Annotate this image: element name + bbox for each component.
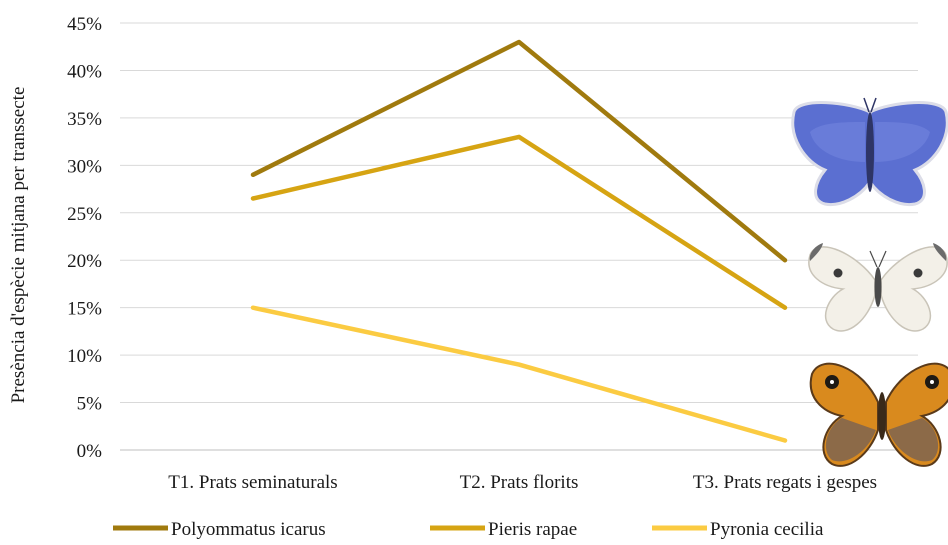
y-axis-label: Presència d'espècie mitjana per transsec… (8, 87, 29, 404)
y-tick-label: 20% (67, 251, 102, 272)
legend: Polyommatus icarus Pieris rapae Pyronia ce… (113, 519, 824, 540)
y-tick-label: 35% (67, 109, 102, 130)
y-tick-label: 30% (67, 156, 102, 177)
y-axis-ticks: 0% 5% 10% 15% 20% 25% 30% 35% 40% 45% (67, 14, 102, 462)
gatekeeper-butterfly-icon (809, 362, 948, 467)
gridlines (120, 22, 918, 451)
y-tick-label: 0% (77, 441, 103, 462)
y-tick-label: 40% (67, 61, 102, 82)
series-line-1 (250, 134, 788, 310)
legend-label: Polyommatus icarus (171, 519, 326, 540)
legend-label: Pyronia cecilia (710, 519, 824, 540)
series-line-2 (250, 305, 788, 443)
y-tick-label: 45% (67, 14, 102, 35)
series-lines (250, 39, 788, 443)
y-tick-label: 25% (67, 204, 102, 225)
legend-label: Pieris rapae (488, 519, 577, 540)
x-category-label: T2. Prats florits (460, 472, 579, 493)
y-tick-label: 15% (67, 299, 102, 320)
x-category-label: T1. Prats seminaturals (168, 472, 337, 493)
small-white-butterfly-icon (808, 243, 948, 332)
y-tick-label: 5% (77, 394, 103, 415)
x-axis-categories: T1. Prats seminaturals T2. Prats florits T… (168, 472, 877, 493)
x-category-label: T3. Prats regats i gespes (693, 472, 877, 493)
series-line-0 (250, 39, 788, 263)
common-blue-butterfly-icon (791, 97, 948, 207)
y-tick-label: 10% (67, 346, 102, 367)
